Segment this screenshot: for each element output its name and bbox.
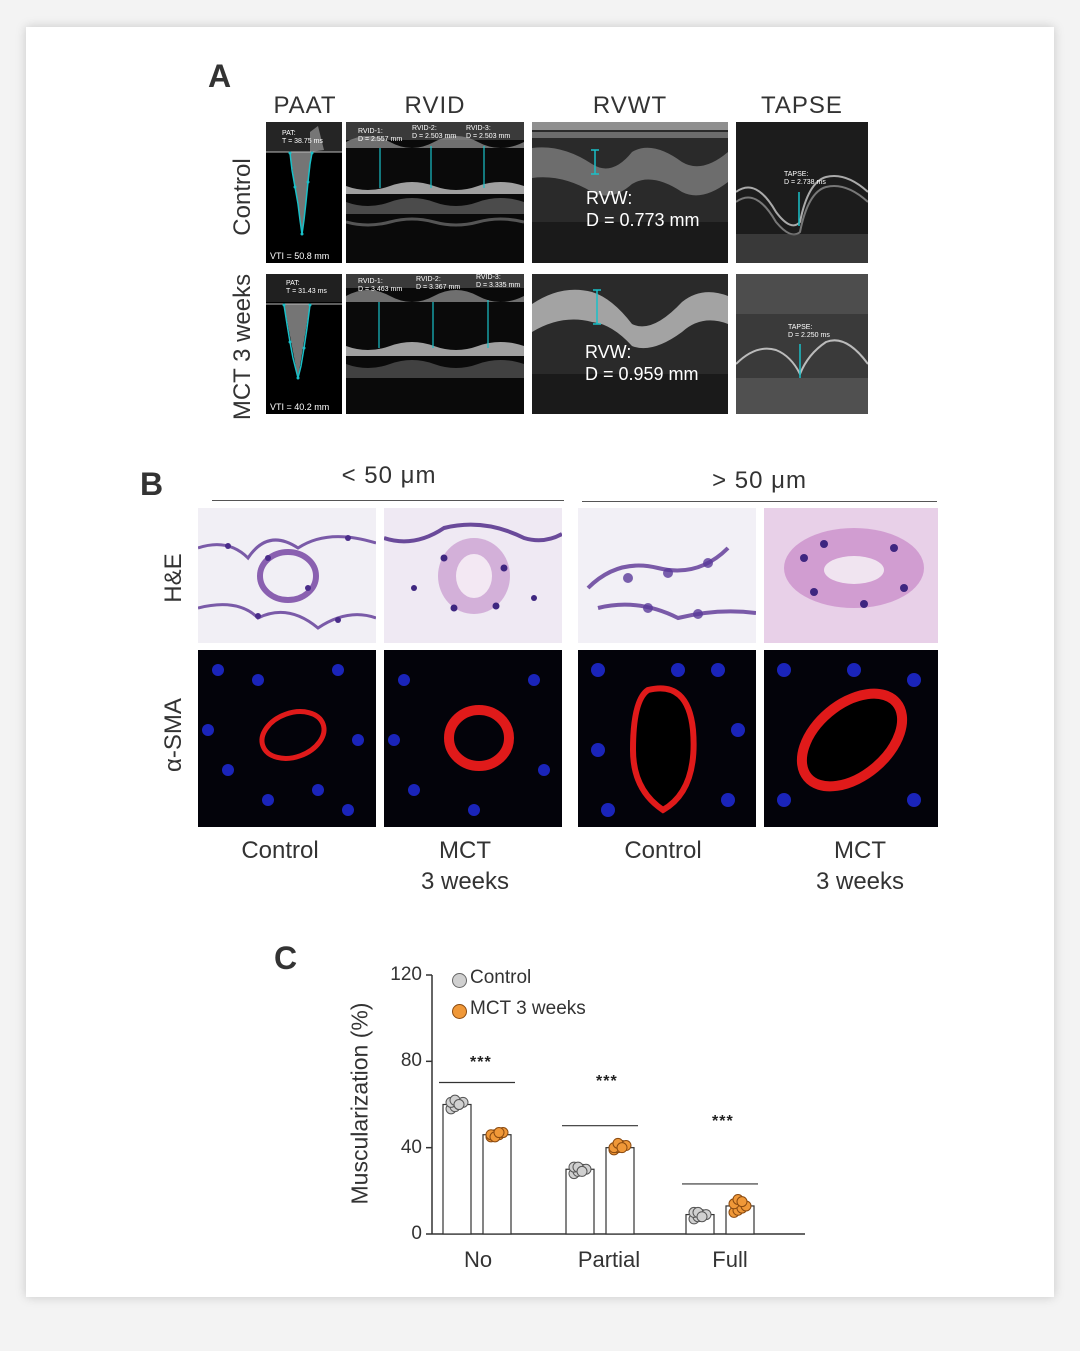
bar-control-partial: [565, 1168, 595, 1235]
data-point-mct: [616, 1142, 628, 1154]
rvid-mct-mmode-image: [346, 274, 524, 414]
paat-control-vti: VTI = 50.8 mm: [270, 251, 330, 261]
paat-mct-vti: VTI = 40.2 mm: [270, 402, 330, 412]
significance-no: ***: [470, 1054, 492, 1071]
rvid-control-measure-1: RVID-1: D = 2.557 mm: [358, 128, 403, 143]
y-tick-0: 0: [411, 1223, 422, 1244]
paat-mct-measurement: PAT: T = 31.43 ms: [286, 280, 327, 295]
data-point-control: [453, 1099, 465, 1110]
rvid-control-measure-2: RVID-2: D = 2.503 mm: [412, 125, 457, 140]
bar-mct-partial: [605, 1147, 635, 1235]
asma-mct-large-image: [764, 650, 938, 827]
rvwt-control-value: RVW: D = 0.773 mm: [586, 188, 700, 230]
tapse-control-mmode-image: [736, 122, 868, 263]
x-label-full: Full: [712, 1247, 748, 1272]
he-control-large-image: [578, 508, 756, 643]
tapse-control-measurement: TAPSE: D = 2.738 ms: [784, 171, 826, 186]
bar-control-no: [442, 1103, 472, 1235]
y-tick-80: 80: [400, 1050, 422, 1071]
significance-partial: ***: [596, 1073, 618, 1090]
row-label-control: Control: [229, 158, 256, 236]
col-header-tapse: TAPSE: [761, 92, 843, 119]
x-label-partial: Partial: [577, 1247, 641, 1272]
panel-c-label: C: [274, 940, 298, 976]
data-point-control: [696, 1211, 708, 1223]
panel-a-label: A: [208, 58, 232, 94]
size-group-large-line: [582, 501, 937, 502]
asma-control-large-image: [578, 650, 756, 827]
size-group-small-line: [212, 500, 564, 501]
caption-control-large: Control: [624, 837, 702, 864]
rvid-mct-measure-1: RVID-1: D = 3.463 mm: [358, 278, 403, 293]
paat-control-doppler-image: [266, 122, 342, 263]
caption-control-small: Control: [241, 837, 319, 864]
col-header-rvid: RVID: [404, 92, 466, 119]
he-mct-large-image: [764, 508, 938, 643]
col-header-paat: PAAT: [273, 92, 337, 119]
he-mct-small-image: [384, 508, 562, 643]
tapse-mct-mmode-image: [736, 274, 868, 414]
caption-mct-large: MCT 3 weeks: [815, 837, 905, 895]
row-label-he: H&E: [160, 553, 187, 603]
size-group-small: < 50 μm: [341, 462, 437, 489]
rvid-mct-measure-3: RVID-3: D = 3.335 mm: [476, 274, 521, 289]
legend-control-marker: [452, 973, 467, 988]
rvwt-control-mmode-image: [532, 122, 728, 263]
data-point-control: [576, 1165, 588, 1177]
paat-mct-doppler-image: [266, 274, 342, 414]
rvid-control-measure-3: RVID-3: D = 2.503 mm: [466, 125, 511, 140]
x-label-no: No: [463, 1247, 493, 1272]
caption-mct-small: MCT 3 weeks: [420, 837, 510, 895]
he-control-small-image: [198, 508, 376, 643]
rvid-mct-measure-2: RVID-2: D = 3.367 mm: [416, 276, 461, 291]
legend-mct-marker: [452, 1004, 467, 1019]
y-tick-40: 40: [400, 1137, 422, 1158]
muscularization-chart: [426, 974, 805, 1235]
y-axis-label-wrap: Muscularization (%): [345, 975, 375, 1235]
legend-mct-label: MCT 3 weeks: [470, 998, 586, 1019]
paat-control-measurement: PAT: T = 38.75 ms: [282, 130, 323, 145]
col-header-rvwt: RVWT: [592, 92, 668, 119]
significance-full: ***: [712, 1113, 734, 1130]
asma-mct-small-image: [384, 650, 562, 827]
data-point-mct: [493, 1127, 505, 1139]
data-point-mct: [736, 1196, 748, 1208]
y-tick-120: 120: [390, 964, 422, 985]
rvid-control-mmode-image: [346, 122, 524, 263]
row-label-asma: α-SMA: [160, 698, 187, 772]
tapse-mct-measurement: TAPSE: D = 2.250 ms: [788, 324, 830, 339]
row-label-mct: MCT 3 weeks: [229, 273, 256, 421]
rvwt-mct-value: RVW: D = 0.959 mm: [585, 342, 699, 384]
legend-control-label: Control: [470, 967, 532, 988]
size-group-large: > 50 μm: [712, 467, 807, 494]
bar-mct-no: [482, 1134, 512, 1235]
y-axis-label: Muscularization (%): [346, 1002, 373, 1205]
asma-control-small-image: [198, 650, 376, 827]
rvwt-mct-mmode-image: [532, 274, 728, 414]
panel-b-label: B: [140, 466, 164, 502]
